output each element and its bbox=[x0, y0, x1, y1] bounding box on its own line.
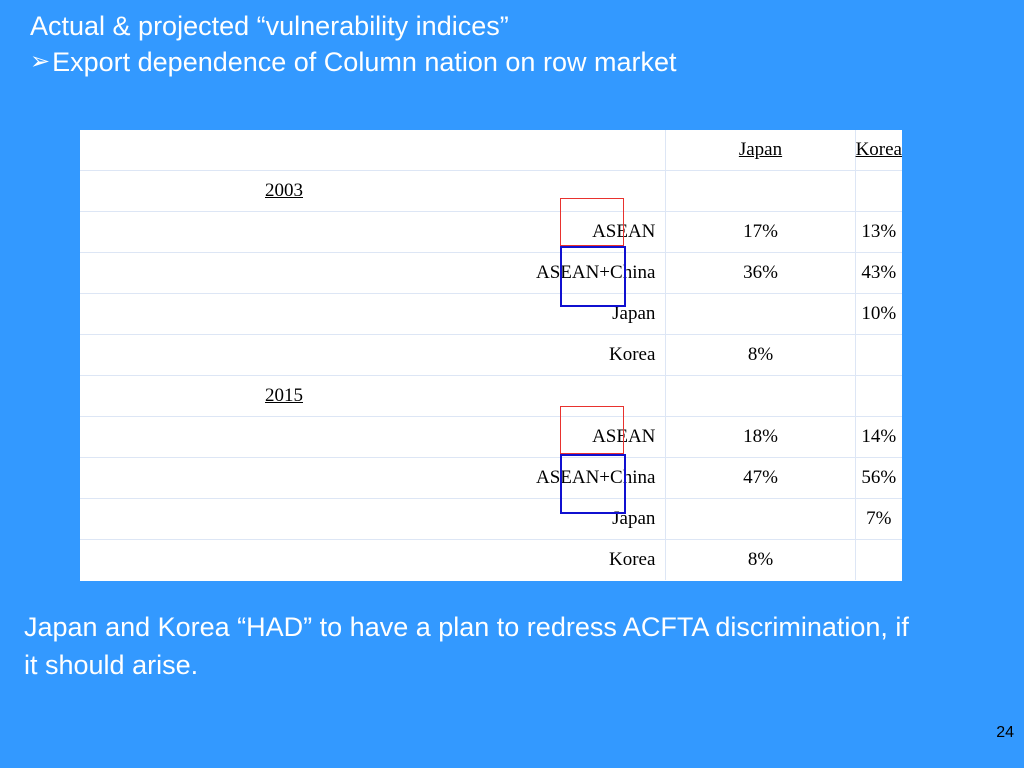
cell-japan: 8% bbox=[665, 334, 856, 376]
highlight-box-asean-china-2015 bbox=[560, 454, 626, 514]
year-label: 2003 bbox=[80, 170, 667, 212]
highlight-box-asean-2003 bbox=[560, 198, 624, 246]
highlight-box-asean-china-2003 bbox=[560, 246, 626, 307]
row-label: Korea bbox=[80, 334, 667, 376]
table-row: Korea 8% bbox=[80, 539, 902, 581]
cell-japan: 36% bbox=[665, 252, 856, 294]
title-line-2-text: Export dependence of Column nation on ro… bbox=[52, 47, 677, 77]
cell-japan: 8% bbox=[665, 539, 856, 580]
cell-korea: 43% bbox=[855, 252, 902, 294]
table-row: Japan 10% bbox=[80, 293, 902, 335]
title-line-1: Actual & projected “vulnerability indice… bbox=[30, 11, 509, 41]
cell-japan bbox=[665, 170, 856, 212]
arrow-bullet-icon: ➢ bbox=[30, 48, 51, 75]
year-label: 2015 bbox=[80, 375, 667, 417]
table-row: ASEAN 18% 14% bbox=[80, 416, 902, 458]
cell-korea bbox=[855, 375, 902, 417]
cell-korea: 14% bbox=[855, 416, 902, 458]
cell-japan bbox=[665, 375, 856, 417]
cell-korea bbox=[855, 334, 902, 376]
cell-japan bbox=[665, 293, 856, 335]
cell-japan: 17% bbox=[665, 211, 856, 253]
table-row: 2015 bbox=[80, 375, 902, 417]
cell-japan: 47% bbox=[665, 457, 856, 499]
title-line-2: ➢ Export dependence of Column nation on … bbox=[30, 44, 676, 80]
table-row: Korea 8% bbox=[80, 334, 902, 376]
highlight-box-asean-2015 bbox=[560, 406, 624, 454]
header-japan: Japan bbox=[665, 130, 856, 171]
cell-korea bbox=[855, 540, 902, 581]
header-row-label bbox=[80, 130, 667, 171]
vulnerability-table: Japan Korea 2003 ASEAN 17% 13% ASEAN+Chi… bbox=[80, 130, 902, 581]
row-label: Korea bbox=[80, 539, 667, 580]
row-label: Japan bbox=[80, 498, 667, 540]
cell-japan bbox=[665, 498, 856, 540]
cell-japan: 18% bbox=[665, 416, 856, 458]
table-header-row: Japan Korea bbox=[80, 130, 902, 171]
row-label: Japan bbox=[80, 293, 667, 335]
table-row: Japan 7% bbox=[80, 498, 902, 540]
cell-korea: 10% bbox=[855, 293, 902, 335]
slide-title: Actual & projected “vulnerability indice… bbox=[30, 8, 676, 80]
cell-korea: 7% bbox=[855, 498, 902, 540]
table-row: ASEAN+China 36% 43% bbox=[80, 252, 902, 294]
page-number: 24 bbox=[996, 724, 1014, 741]
table-row: ASEAN+China 47% 56% bbox=[80, 457, 902, 499]
header-korea: Korea bbox=[855, 130, 902, 171]
cell-korea bbox=[855, 170, 902, 212]
table-row: ASEAN 17% 13% bbox=[80, 211, 902, 253]
slide-note: Japan and Korea “HAD” to have a plan to … bbox=[24, 612, 909, 680]
table-row: 2003 bbox=[80, 170, 902, 212]
cell-korea: 13% bbox=[855, 211, 902, 253]
row-label: ASEAN+China bbox=[80, 252, 667, 294]
cell-korea: 56% bbox=[855, 457, 902, 499]
